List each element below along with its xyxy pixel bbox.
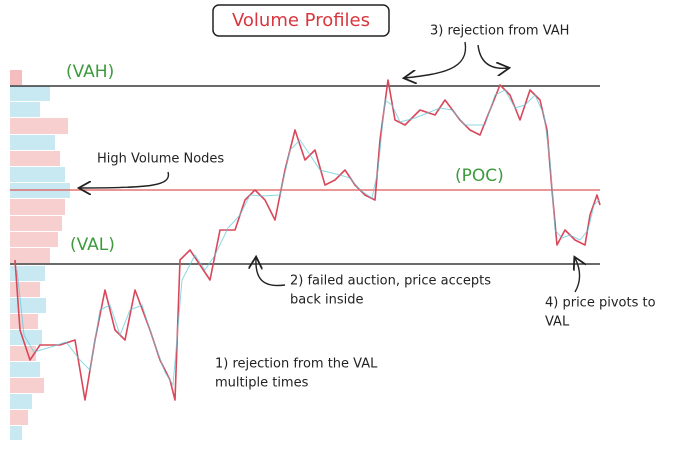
val-label: (VAL) [70,235,115,255]
hvn-label: High Volume Nodes [97,152,224,167]
price-path [14,79,601,401]
note: 4) price pivots to [545,296,656,311]
volume-profile [10,70,70,440]
vah-label: (VAH) [66,62,114,82]
poc-label: (POC) [455,166,504,186]
arrow [575,258,580,293]
arrow [80,171,170,188]
note: 3) rejection from VAH [430,24,569,39]
arrow [477,44,508,68]
title-box [212,4,390,37]
note: back inside [290,293,364,308]
arrow [405,41,467,78]
note: 1) rejection from the VAL [215,357,378,372]
note: multiple times [215,376,309,391]
arrow [256,258,286,287]
note: VAL [545,315,570,330]
note: 2) failed auction, price accepts [290,274,491,289]
price-path-shadow [16,89,600,387]
title: Volume Profiles [232,10,370,31]
